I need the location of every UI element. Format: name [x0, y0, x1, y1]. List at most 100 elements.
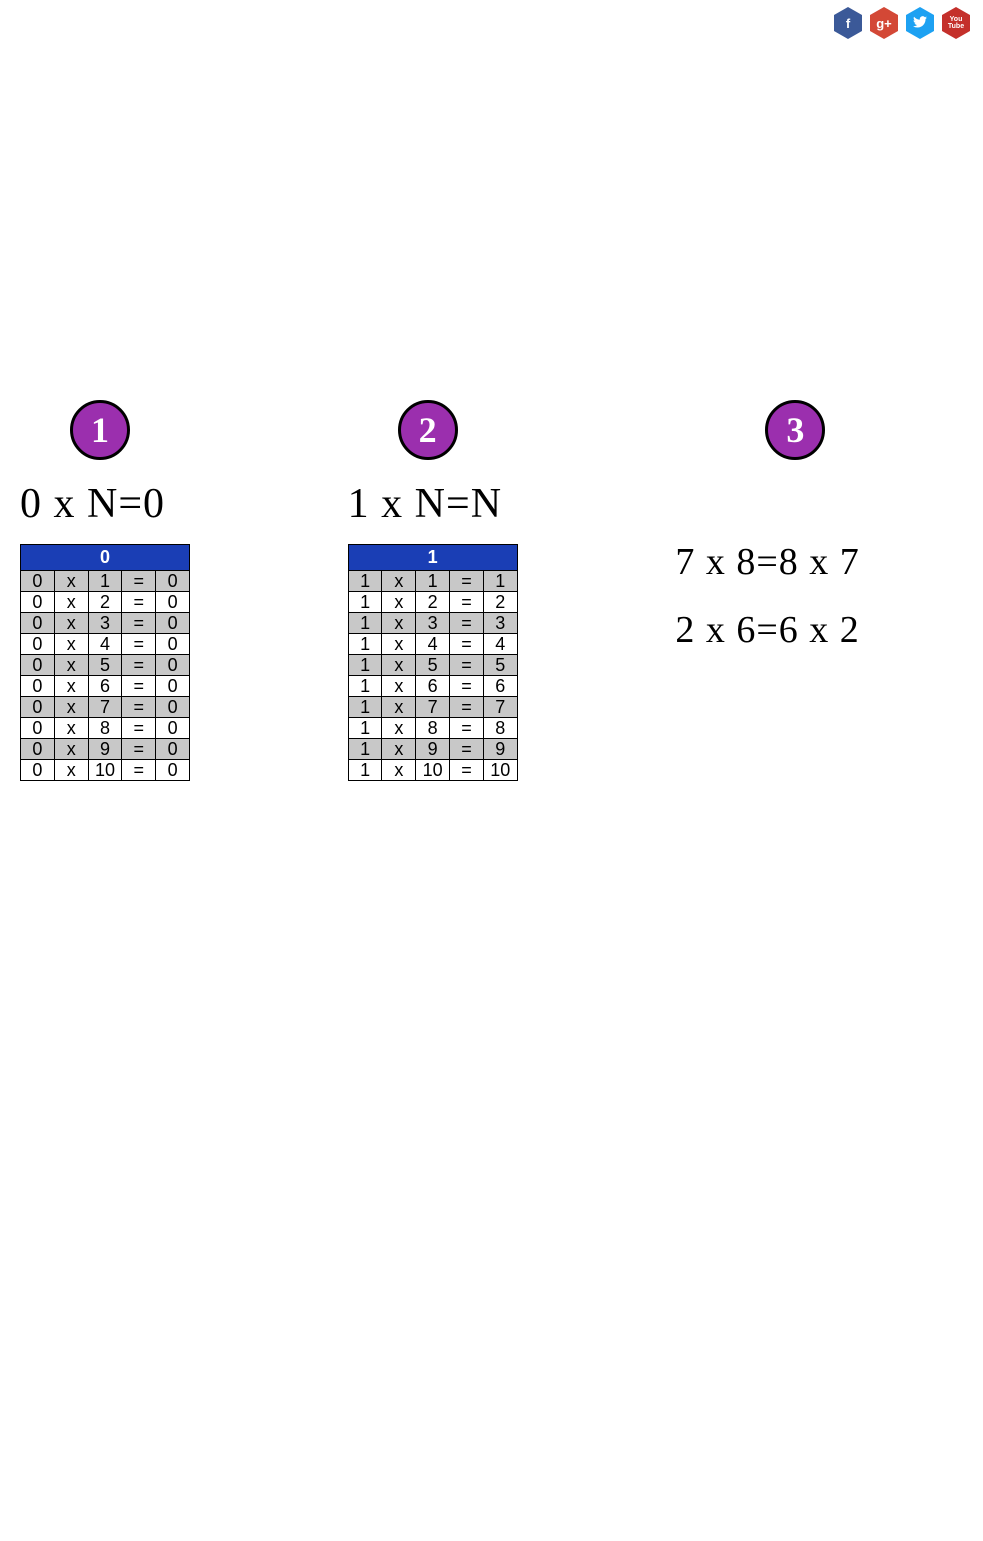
table-cell: x	[382, 676, 416, 697]
table-cell: 10	[416, 760, 450, 781]
table-cell: 2	[483, 592, 517, 613]
table-cell: =	[122, 697, 156, 718]
table-row: 0x2=0	[21, 592, 190, 613]
table-cell: =	[450, 571, 484, 592]
table-cell: =	[450, 718, 484, 739]
formula-1: 0 x N=0	[20, 480, 165, 528]
table-cell: x	[382, 739, 416, 760]
table-row: 0x6=0	[21, 676, 190, 697]
table-cell: x	[54, 613, 88, 634]
table-row: 0x8=0	[21, 718, 190, 739]
table-cell: x	[382, 718, 416, 739]
table-cell: =	[450, 697, 484, 718]
table-cell: 0	[21, 634, 55, 655]
google-plus-icon[interactable]: g+	[869, 6, 899, 40]
table-cell: 1	[348, 571, 382, 592]
table-cell: 7	[88, 697, 122, 718]
table-row: 1x9=9	[348, 739, 517, 760]
table-cell: 0	[21, 739, 55, 760]
table-cell: x	[54, 718, 88, 739]
table-cell: 1	[348, 634, 382, 655]
twitter-glyph	[913, 16, 927, 31]
table-cell: 10	[88, 760, 122, 781]
table-cell: 6	[88, 676, 122, 697]
table-cell: 8	[483, 718, 517, 739]
table-cell: 5	[88, 655, 122, 676]
table-1: 1 1x1=11x2=21x3=31x4=41x5=51x6=61x7=71x8…	[348, 544, 518, 781]
table-cell: 9	[483, 739, 517, 760]
table-cell: 1	[348, 613, 382, 634]
table-cell: 3	[416, 613, 450, 634]
table-0-header: 0	[21, 545, 190, 571]
table-cell: 0	[21, 613, 55, 634]
social-bar: f g+ You Tube	[833, 6, 971, 40]
table-cell: 1	[348, 739, 382, 760]
table-cell: 9	[416, 739, 450, 760]
table-cell: =	[122, 718, 156, 739]
section-1: 1 0 x N=0 0 0x1=00x2=00x3=00x4=00x5=00x6…	[20, 400, 308, 781]
table-cell: 1	[348, 676, 382, 697]
table-cell: 0	[21, 760, 55, 781]
table-row: 1x3=3	[348, 613, 517, 634]
table-cell: x	[382, 760, 416, 781]
badge-1: 1	[70, 400, 130, 460]
table-cell: 1	[416, 571, 450, 592]
table-cell: 0	[156, 676, 190, 697]
table-cell: 1	[348, 592, 382, 613]
table-row: 1x2=2	[348, 592, 517, 613]
table-cell: 0	[156, 613, 190, 634]
table-cell: 1	[88, 571, 122, 592]
table-cell: 1	[483, 571, 517, 592]
table-cell: x	[382, 592, 416, 613]
equation-1: 7 x 8=8 x 7	[675, 540, 859, 584]
table-cell: 4	[416, 634, 450, 655]
formula-2: 1 x N=N	[348, 480, 502, 528]
table-cell: 8	[88, 718, 122, 739]
table-cell: 4	[483, 634, 517, 655]
table-cell: 2	[416, 592, 450, 613]
twitter-icon[interactable]	[905, 6, 935, 40]
table-cell: 10	[483, 760, 517, 781]
table-cell: =	[122, 592, 156, 613]
table-row: 0x9=0	[21, 739, 190, 760]
table-cell: x	[54, 634, 88, 655]
facebook-glyph: f	[846, 16, 850, 31]
table-cell: 7	[483, 697, 517, 718]
table-row: 1x1=1	[348, 571, 517, 592]
youtube-icon[interactable]: You Tube	[941, 6, 971, 40]
table-row: 0x3=0	[21, 613, 190, 634]
table-cell: =	[450, 760, 484, 781]
table-cell: 0	[156, 634, 190, 655]
table-cell: 0	[156, 592, 190, 613]
table-cell: x	[54, 676, 88, 697]
table-cell: x	[54, 655, 88, 676]
table-cell: =	[450, 676, 484, 697]
table-cell: 4	[88, 634, 122, 655]
facebook-icon[interactable]: f	[833, 6, 863, 40]
equation-2: 2 x 6=6 x 2	[675, 608, 859, 652]
table-cell: =	[450, 655, 484, 676]
table-cell: =	[122, 676, 156, 697]
table-cell: =	[122, 655, 156, 676]
table-cell: 0	[156, 739, 190, 760]
table-row: 1x8=8	[348, 718, 517, 739]
table-cell: 1	[348, 697, 382, 718]
table-row: 0x10=0	[21, 760, 190, 781]
table-1-header: 1	[348, 545, 517, 571]
table-cell: x	[54, 592, 88, 613]
table-cell: 0	[21, 592, 55, 613]
table-cell: 7	[416, 697, 450, 718]
table-1-body: 1x1=11x2=21x3=31x4=41x5=51x6=61x7=71x8=8…	[348, 571, 517, 781]
table-cell: 8	[416, 718, 450, 739]
table-cell: =	[122, 571, 156, 592]
badge-3: 3	[765, 400, 825, 460]
table-0-body: 0x1=00x2=00x3=00x4=00x5=00x6=00x7=00x8=0…	[21, 571, 190, 781]
table-cell: =	[122, 760, 156, 781]
table-cell: 0	[156, 718, 190, 739]
table-cell: 1	[348, 655, 382, 676]
table-cell: 3	[483, 613, 517, 634]
table-cell: x	[54, 571, 88, 592]
table-cell: x	[382, 571, 416, 592]
section-3: 3 7 x 8=8 x 7 2 x 6=6 x 2	[675, 400, 963, 781]
section-2: 2 1 x N=N 1 1x1=11x2=21x3=31x4=41x5=51x6…	[348, 400, 636, 781]
